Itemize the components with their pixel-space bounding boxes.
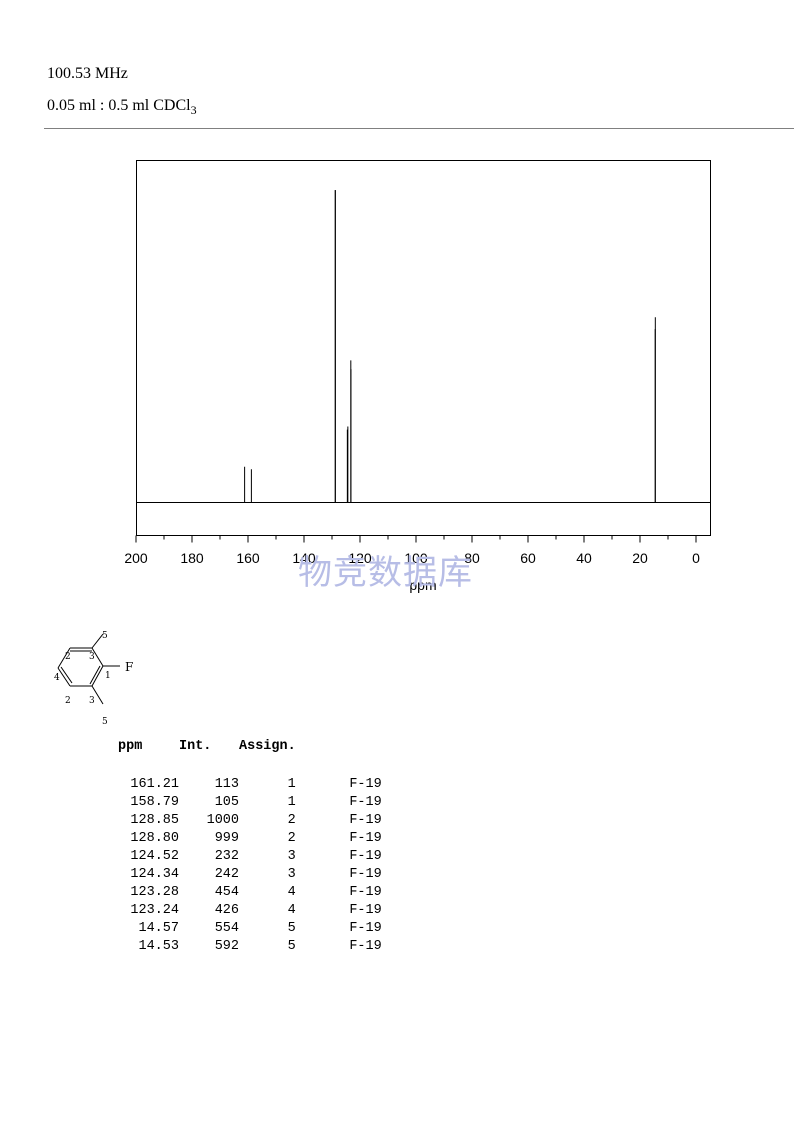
table-row: 123.24 426 4 F-19 [118,903,382,921]
x-tick-label: 0 [692,550,700,566]
label-fluorine: F [125,660,133,674]
cell-intensity: 592 [214,939,239,954]
cell-nucleus: F-19 [349,849,382,864]
table-row: 158.79 105 1 F-19 [118,795,382,813]
watermark: 物竞数据库 [298,553,473,593]
peaks-group [244,190,656,502]
cell-assign: 2 [287,813,296,828]
plot-frame [136,160,711,536]
x-tick-label: 80 [464,550,480,566]
x-tick-label: 180 [180,550,204,566]
cell-nucleus: F-19 [349,831,382,846]
cell-intensity: 105 [214,795,239,810]
cell-nucleus: F-19 [349,795,382,810]
table-row: 14.57 554 5 F-19 [118,921,382,939]
x-tick-label: 120 [348,550,372,566]
table-row: 128.80 999 2 F-19 [118,831,382,849]
cell-assign: 4 [287,903,296,918]
label-c2-bottom: 2 [65,696,71,706]
x-tick-label: 200 [124,550,148,566]
x-tick-label: 60 [520,550,536,566]
x-tick-label: 20 [632,550,648,566]
cell-ppm: 124.52 [130,849,179,864]
cell-intensity: 1000 [206,813,239,828]
x-tick-label: 100 [404,550,428,566]
peak-table: ppm Int. Assign. 161.21 113 1 F-19 158.79 105… [118,739,382,957]
cell-ppm: 124.34 [130,867,179,882]
cell-nucleus: F-19 [349,903,382,918]
table-row: 123.28 454 4 F-19 [118,885,382,903]
solvent-subscript: 3 [190,103,197,118]
cell-assign: 3 [287,867,296,882]
cell-ppm: 123.24 [130,903,179,918]
spectrometer-frequency: 100.53 MHz [47,65,128,82]
table-spacer [118,759,382,777]
cell-nucleus: F-19 [349,885,382,900]
col-header-ppm: ppm [118,739,143,754]
cell-ppm: 14.57 [138,921,179,936]
cell-intensity: 454 [214,885,239,900]
cell-intensity: 113 [214,777,239,792]
label-c5-top: 5 [102,631,108,641]
table-row: 161.21 113 1 F-19 [118,777,382,795]
label-c5-bottom: 5 [102,717,108,727]
x-tick-label: 40 [576,550,592,566]
cell-nucleus: F-19 [349,777,382,792]
label-c3-bottom: 3 [89,696,95,706]
table-row: 124.34 242 3 F-19 [118,867,382,885]
cell-assign: 5 [287,939,296,954]
x-tick-label: 160 [236,550,260,566]
cell-ppm: 128.85 [130,813,179,828]
cell-nucleus: F-19 [349,813,382,828]
solvent-text: 0.05 ml : 0.5 ml CDCl [47,97,191,114]
cell-intensity: 426 [214,903,239,918]
col-header-assign: Assign. [239,739,296,754]
label-c1: 1 [105,671,111,681]
cell-ppm: 14.53 [138,939,179,954]
cell-ppm: 123.28 [130,885,179,900]
x-axis-ticks: 200 180 160 140 120 100 80 60 40 20 0 [124,535,700,566]
x-axis-title: ppm [409,577,436,593]
table-body: 161.21 113 1 F-19 158.79 105 1 F-19 128.85 1000 2 F… [118,759,382,957]
nmr-spectrum-chart: 200 180 160 140 120 100 80 60 40 20 0 ppm [124,160,711,593]
table-header-row: ppm Int. Assign. [118,739,382,759]
cell-assign: 4 [287,885,296,900]
cell-nucleus: F-19 [349,867,382,882]
label-c2-top: 2 [65,652,71,662]
cell-assign: 1 [287,777,296,792]
molecule-structure: 5 2 3 F 1 4 2 3 5 [54,631,133,727]
col-header-int: Int. [179,739,212,754]
label-c3-top: 3 [89,652,95,662]
col-header-nucleus [296,739,382,759]
table-row: 124.52 232 3 F-19 [118,849,382,867]
x-tick-label: 140 [292,550,316,566]
cell-ppm: 161.21 [130,777,179,792]
cell-ppm: 128.80 [130,831,179,846]
solvent-info: 0.05 ml : 0.5 ml CDCl3 [47,97,197,118]
header-divider [44,128,794,129]
table-row: 128.85 1000 2 F-19 [118,813,382,831]
cell-assign: 5 [287,921,296,936]
cell-assign: 3 [287,849,296,864]
cell-intensity: 242 [214,867,239,882]
cell-nucleus: F-19 [349,921,382,936]
cell-intensity: 232 [214,849,239,864]
cell-assign: 1 [287,795,296,810]
cell-ppm: 158.79 [130,795,179,810]
table-row: 14.53 592 5 F-19 [118,939,382,957]
label-c4: 4 [54,673,60,683]
cell-intensity: 554 [214,921,239,936]
cell-nucleus: F-19 [349,939,382,954]
cell-intensity: 999 [214,831,239,846]
cell-assign: 2 [287,831,296,846]
